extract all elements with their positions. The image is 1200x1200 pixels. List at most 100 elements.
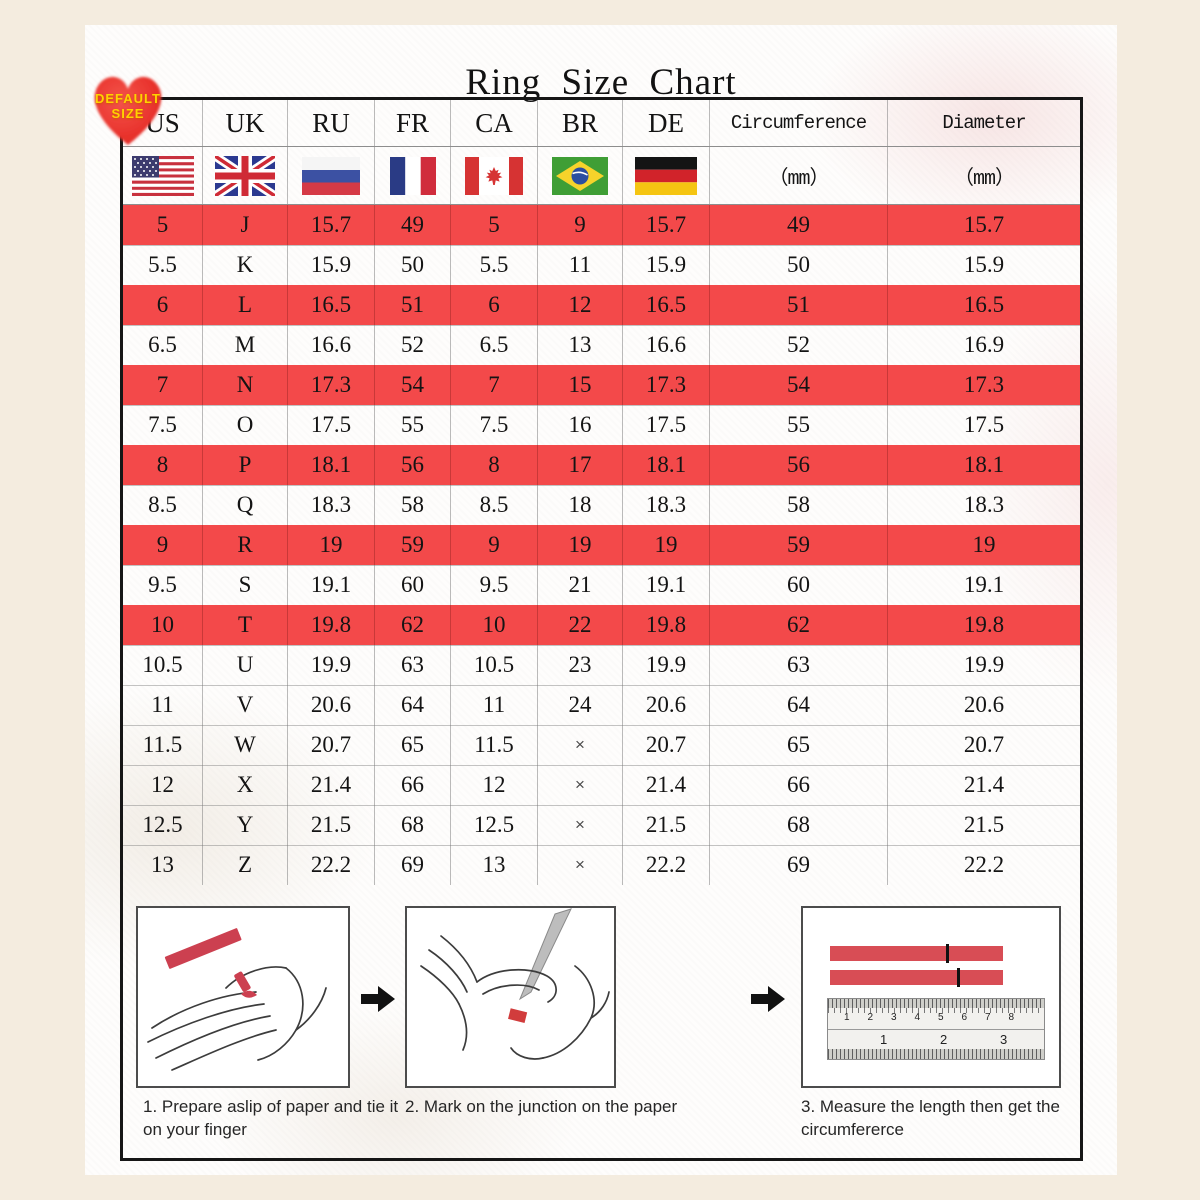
cell-ru: 19.1 <box>288 565 375 605</box>
cell-diameter: 18.1 <box>963 452 1005 477</box>
ruler-cm-label: 5 <box>938 1012 944 1023</box>
table-row: 7.5 O 17.5 55 7.5 16 17.5 55 17.5 <box>123 405 1080 445</box>
cell-uk: S <box>203 565 288 605</box>
cell-br: 22 <box>538 605 623 645</box>
cell-circumference: 54 <box>710 365 888 405</box>
ruler-inch-labels: 1 2 3 <box>828 1029 1044 1048</box>
cell-diameter: 15.9 <box>963 252 1005 277</box>
ruler-inch-label: 2 <box>940 1032 948 1047</box>
table-row: 12.5 Y 21.5 68 12.5 × 21.5 68 21.5 <box>123 805 1080 845</box>
step2-illustration <box>405 906 616 1088</box>
cell-br: 24 <box>538 685 623 725</box>
cell-ca: 10 <box>451 605 538 645</box>
ruler-cm-label: 4 <box>914 1012 921 1023</box>
cell-fr: 58 <box>375 485 451 525</box>
cell-ru: 16.5 <box>288 285 375 325</box>
cell-us: 13 <box>123 845 203 885</box>
cell-br: 21 <box>538 565 623 605</box>
table-row: 5.5 K 15.9 50 5.5 11 15.9 50 15.9 <box>123 245 1080 285</box>
cell-ru: 19.9 <box>288 645 375 685</box>
flag-cell-ca <box>451 147 538 204</box>
cell-diameter: 18.3 <box>963 492 1005 517</box>
paper-strip-graphic <box>830 968 1003 987</box>
cell-diameter: 19.9 <box>963 652 1005 677</box>
table-row: 5 J 15.7 49 5 9 15.7 49 15.7 <box>123 205 1080 245</box>
header-cell-diameter: Diameter <box>942 112 1026 134</box>
cell-fr: 62 <box>375 605 451 645</box>
cell-ca: 5 <box>451 205 538 245</box>
cell-diameter: 20.7 <box>963 732 1005 757</box>
cell-de: 20.7 <box>623 725 710 765</box>
cell-de: 16.6 <box>623 325 710 365</box>
cell-us: 10.5 <box>123 645 203 685</box>
cell-fr: 64 <box>375 685 451 725</box>
cell-uk: N <box>203 365 288 405</box>
cell-ca: 6.5 <box>451 325 538 365</box>
table-row: 9.5 S 19.1 60 9.5 21 19.1 60 19.1 <box>123 565 1080 605</box>
cell-circumference: 68 <box>710 805 888 845</box>
table-row: 9 R 19 59 9 19 19 59 19 <box>123 525 1080 565</box>
cell-br: 16 <box>538 405 623 445</box>
cell-de: 17.3 <box>623 365 710 405</box>
mark-tick <box>946 944 949 963</box>
cell-de: 19 <box>623 525 710 565</box>
cell-us: 10 <box>123 605 203 645</box>
cell-ru: 15.7 <box>288 205 375 245</box>
table-row: 11 V 20.6 64 11 24 20.6 64 20.6 <box>123 685 1080 725</box>
page-title: Ring Size Chart <box>465 62 737 103</box>
chart-frame: US UK RU FR CA BR DE Circumference Diame… <box>120 97 1083 1161</box>
flag-cell-fr <box>375 147 451 204</box>
right-arrow-icon <box>361 986 395 1012</box>
cell-fr: 52 <box>375 325 451 365</box>
cell-diameter: 20.6 <box>963 692 1005 717</box>
cell-br: 9 <box>538 205 623 245</box>
table-row: 12 X 21.4 66 12 × 21.4 66 21.4 <box>123 765 1080 805</box>
marking-with-pen-sketch <box>420 908 610 1060</box>
cell-diameter: 22.2 <box>963 852 1005 877</box>
cell-uk: L <box>203 285 288 325</box>
cell-ca: 9 <box>451 525 538 565</box>
table-row: 8.5 Q 18.3 58 8.5 18 18.3 58 18.3 <box>123 485 1080 525</box>
cell-uk: K <box>203 245 288 285</box>
cell-ca: 11 <box>451 685 538 725</box>
flag-cell-br <box>538 147 623 204</box>
cell-uk: U <box>203 645 288 685</box>
table-row: 13 Z 22.2 69 13 × 22.2 69 22.2 <box>123 845 1080 885</box>
cell-diameter: 16.9 <box>963 332 1005 357</box>
cell-circumference: 60 <box>710 565 888 605</box>
cell-ru: 18.1 <box>288 445 375 485</box>
cell-br: 13 <box>538 325 623 365</box>
cell-fr: 55 <box>375 405 451 445</box>
step3-caption: 3. Measure the length then get the circu… <box>801 1097 1060 1139</box>
cell-diameter: 19.8 <box>963 612 1005 637</box>
cell-de: 19.8 <box>623 605 710 645</box>
cell-fr: 49 <box>375 205 451 245</box>
header-cell-ru: RU <box>288 100 375 146</box>
cell-circumference: 59 <box>710 525 888 565</box>
cell-us: 5.5 <box>123 245 203 285</box>
cell-de: 15.7 <box>623 205 710 245</box>
table-row: 10.5 U 19.9 63 10.5 23 19.9 63 19.9 <box>123 645 1080 685</box>
cell-diameter: 17.5 <box>963 412 1005 437</box>
cell-circumference: 58 <box>710 485 888 525</box>
cell-br: 15 <box>538 365 623 405</box>
de-flag-icon <box>635 156 697 195</box>
cell-circumference: 49 <box>710 205 888 245</box>
ruler-cm-label: 3 <box>891 1012 897 1023</box>
cell-br: × <box>538 805 623 845</box>
cell-br: 17 <box>538 445 623 485</box>
cell-fr: 66 <box>375 765 451 805</box>
cell-circumference: 50 <box>710 245 888 285</box>
cell-de: 21.4 <box>623 765 710 805</box>
default-size-badge: DEFAULT SIZE <box>85 69 171 153</box>
cell-de: 15.9 <box>623 245 710 285</box>
cell-circumference: 55 <box>710 405 888 445</box>
cell-ca: 5.5 <box>451 245 538 285</box>
cell-uk: Z <box>203 845 288 885</box>
ruler-cm-label: 2 <box>867 1012 874 1023</box>
cell-uk: W <box>203 725 288 765</box>
cell-de: 19.1 <box>623 565 710 605</box>
cell-ca: 11.5 <box>451 725 538 765</box>
cell-ru: 19 <box>288 525 375 565</box>
